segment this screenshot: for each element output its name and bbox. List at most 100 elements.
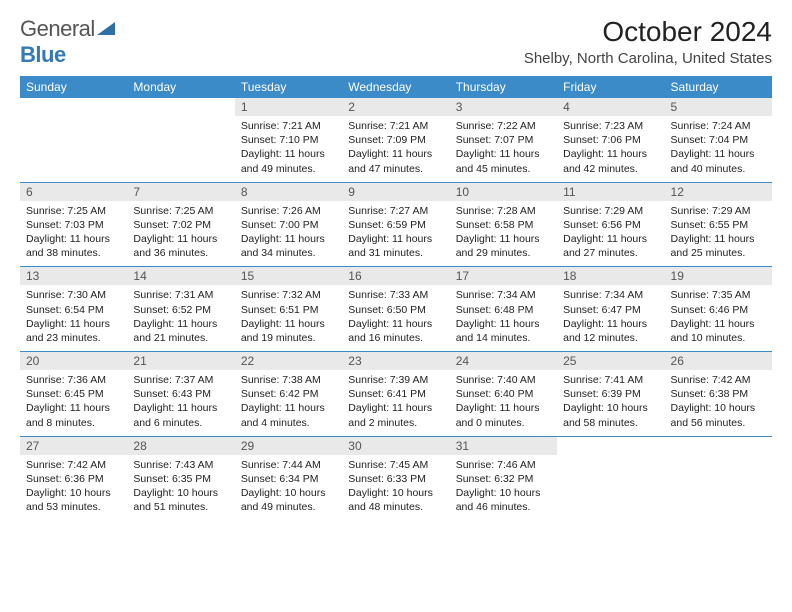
location-text: Shelby, North Carolina, United States xyxy=(524,50,772,67)
calendar-cell: 5Sunrise: 7:24 AMSunset: 7:04 PMDaylight… xyxy=(665,98,772,182)
day-content: Sunrise: 7:29 AMSunset: 6:56 PMDaylight:… xyxy=(557,201,664,267)
day-content: Sunrise: 7:21 AMSunset: 7:10 PMDaylight:… xyxy=(235,116,342,182)
day-number: 5 xyxy=(665,98,772,116)
calendar-cell: 13Sunrise: 7:30 AMSunset: 6:54 PMDayligh… xyxy=(20,267,127,352)
calendar-cell: 9Sunrise: 7:27 AMSunset: 6:59 PMDaylight… xyxy=(342,182,449,267)
week-row: 13Sunrise: 7:30 AMSunset: 6:54 PMDayligh… xyxy=(20,267,772,352)
day-number: 20 xyxy=(20,352,127,370)
day-number: 8 xyxy=(235,183,342,201)
logo-triangle-icon xyxy=(97,16,115,42)
day-number: 21 xyxy=(127,352,234,370)
day-header-wednesday: Wednesday xyxy=(342,76,449,98)
day-header-tuesday: Tuesday xyxy=(235,76,342,98)
week-row: 20Sunrise: 7:36 AMSunset: 6:45 PMDayligh… xyxy=(20,352,772,437)
day-content: Sunrise: 7:34 AMSunset: 6:48 PMDaylight:… xyxy=(450,285,557,351)
day-number: 19 xyxy=(665,267,772,285)
calendar-cell: 22Sunrise: 7:38 AMSunset: 6:42 PMDayligh… xyxy=(235,352,342,437)
calendar-cell: 23Sunrise: 7:39 AMSunset: 6:41 PMDayligh… xyxy=(342,352,449,437)
day-content: Sunrise: 7:22 AMSunset: 7:07 PMDaylight:… xyxy=(450,116,557,182)
day-header-monday: Monday xyxy=(127,76,234,98)
calendar-cell: 29Sunrise: 7:44 AMSunset: 6:34 PMDayligh… xyxy=(235,436,342,520)
day-content: Sunrise: 7:34 AMSunset: 6:47 PMDaylight:… xyxy=(557,285,664,351)
day-number: 7 xyxy=(127,183,234,201)
calendar-cell: 6Sunrise: 7:25 AMSunset: 7:03 PMDaylight… xyxy=(20,182,127,267)
day-header-sunday: Sunday xyxy=(20,76,127,98)
day-number: 28 xyxy=(127,437,234,455)
day-content: Sunrise: 7:26 AMSunset: 7:00 PMDaylight:… xyxy=(235,201,342,267)
day-number: 22 xyxy=(235,352,342,370)
day-number: 13 xyxy=(20,267,127,285)
day-number: 1 xyxy=(235,98,342,116)
day-header-saturday: Saturday xyxy=(665,76,772,98)
day-content: Sunrise: 7:43 AMSunset: 6:35 PMDaylight:… xyxy=(127,455,234,521)
calendar-cell: 28Sunrise: 7:43 AMSunset: 6:35 PMDayligh… xyxy=(127,436,234,520)
header: GeneralBlue October 2024 Shelby, North C… xyxy=(20,16,772,68)
day-number: 4 xyxy=(557,98,664,116)
week-row: 6Sunrise: 7:25 AMSunset: 7:03 PMDaylight… xyxy=(20,182,772,267)
day-content: Sunrise: 7:30 AMSunset: 6:54 PMDaylight:… xyxy=(20,285,127,351)
day-number: 18 xyxy=(557,267,664,285)
day-content: Sunrise: 7:23 AMSunset: 7:06 PMDaylight:… xyxy=(557,116,664,182)
logo-text-general: General xyxy=(20,16,95,41)
calendar-cell: 14Sunrise: 7:31 AMSunset: 6:52 PMDayligh… xyxy=(127,267,234,352)
calendar-cell: 19Sunrise: 7:35 AMSunset: 6:46 PMDayligh… xyxy=(665,267,772,352)
day-header-row: SundayMondayTuesdayWednesdayThursdayFrid… xyxy=(20,76,772,98)
day-number: 9 xyxy=(342,183,449,201)
calendar-cell: 11Sunrise: 7:29 AMSunset: 6:56 PMDayligh… xyxy=(557,182,664,267)
day-content: Sunrise: 7:44 AMSunset: 6:34 PMDaylight:… xyxy=(235,455,342,521)
calendar-cell: 27Sunrise: 7:42 AMSunset: 6:36 PMDayligh… xyxy=(20,436,127,520)
day-number: 30 xyxy=(342,437,449,455)
calendar-cell: 17Sunrise: 7:34 AMSunset: 6:48 PMDayligh… xyxy=(450,267,557,352)
calendar-cell: 3Sunrise: 7:22 AMSunset: 7:07 PMDaylight… xyxy=(450,98,557,182)
day-number: 3 xyxy=(450,98,557,116)
calendar-cell: 12Sunrise: 7:29 AMSunset: 6:55 PMDayligh… xyxy=(665,182,772,267)
calendar-cell: 20Sunrise: 7:36 AMSunset: 6:45 PMDayligh… xyxy=(20,352,127,437)
day-number: 2 xyxy=(342,98,449,116)
day-number: 16 xyxy=(342,267,449,285)
calendar-cell: 4Sunrise: 7:23 AMSunset: 7:06 PMDaylight… xyxy=(557,98,664,182)
day-content: Sunrise: 7:21 AMSunset: 7:09 PMDaylight:… xyxy=(342,116,449,182)
day-content: Sunrise: 7:29 AMSunset: 6:55 PMDaylight:… xyxy=(665,201,772,267)
title-block: October 2024 Shelby, North Carolina, Uni… xyxy=(524,16,772,67)
day-number: 6 xyxy=(20,183,127,201)
day-number: 29 xyxy=(235,437,342,455)
day-number: 27 xyxy=(20,437,127,455)
day-content: Sunrise: 7:25 AMSunset: 7:02 PMDaylight:… xyxy=(127,201,234,267)
day-content: Sunrise: 7:42 AMSunset: 6:36 PMDaylight:… xyxy=(20,455,127,521)
calendar-cell: 24Sunrise: 7:40 AMSunset: 6:40 PMDayligh… xyxy=(450,352,557,437)
calendar-cell: 0 xyxy=(127,98,234,182)
day-number: 17 xyxy=(450,267,557,285)
calendar-cell: 18Sunrise: 7:34 AMSunset: 6:47 PMDayligh… xyxy=(557,267,664,352)
week-row: 27Sunrise: 7:42 AMSunset: 6:36 PMDayligh… xyxy=(20,436,772,520)
day-number: 10 xyxy=(450,183,557,201)
calendar-cell: 8Sunrise: 7:26 AMSunset: 7:00 PMDaylight… xyxy=(235,182,342,267)
calendar-cell: 26Sunrise: 7:42 AMSunset: 6:38 PMDayligh… xyxy=(665,352,772,437)
calendar-cell: 25Sunrise: 7:41 AMSunset: 6:39 PMDayligh… xyxy=(557,352,664,437)
calendar-cell: 0 xyxy=(557,436,664,520)
day-content: Sunrise: 7:32 AMSunset: 6:51 PMDaylight:… xyxy=(235,285,342,351)
day-content: Sunrise: 7:27 AMSunset: 6:59 PMDaylight:… xyxy=(342,201,449,267)
day-content: Sunrise: 7:37 AMSunset: 6:43 PMDaylight:… xyxy=(127,370,234,436)
day-number: 25 xyxy=(557,352,664,370)
day-number: 11 xyxy=(557,183,664,201)
logo-text-blue: Blue xyxy=(20,42,66,67)
day-content: Sunrise: 7:45 AMSunset: 6:33 PMDaylight:… xyxy=(342,455,449,521)
day-header-friday: Friday xyxy=(557,76,664,98)
day-number: 26 xyxy=(665,352,772,370)
calendar-cell: 15Sunrise: 7:32 AMSunset: 6:51 PMDayligh… xyxy=(235,267,342,352)
day-content: Sunrise: 7:41 AMSunset: 6:39 PMDaylight:… xyxy=(557,370,664,436)
calendar-cell: 21Sunrise: 7:37 AMSunset: 6:43 PMDayligh… xyxy=(127,352,234,437)
week-row: 0 0 1Sunrise: 7:21 AMSunset: 7:10 PMDayl… xyxy=(20,98,772,182)
day-number: 14 xyxy=(127,267,234,285)
calendar-cell: 7Sunrise: 7:25 AMSunset: 7:02 PMDaylight… xyxy=(127,182,234,267)
day-number: 15 xyxy=(235,267,342,285)
calendar-cell: 1Sunrise: 7:21 AMSunset: 7:10 PMDaylight… xyxy=(235,98,342,182)
calendar-cell: 31Sunrise: 7:46 AMSunset: 6:32 PMDayligh… xyxy=(450,436,557,520)
day-number: 24 xyxy=(450,352,557,370)
logo: GeneralBlue xyxy=(20,16,115,68)
page-title: October 2024 xyxy=(524,16,772,48)
calendar-cell: 2Sunrise: 7:21 AMSunset: 7:09 PMDaylight… xyxy=(342,98,449,182)
day-content: Sunrise: 7:35 AMSunset: 6:46 PMDaylight:… xyxy=(665,285,772,351)
day-content: Sunrise: 7:46 AMSunset: 6:32 PMDaylight:… xyxy=(450,455,557,521)
calendar-table: SundayMondayTuesdayWednesdayThursdayFrid… xyxy=(20,76,772,520)
